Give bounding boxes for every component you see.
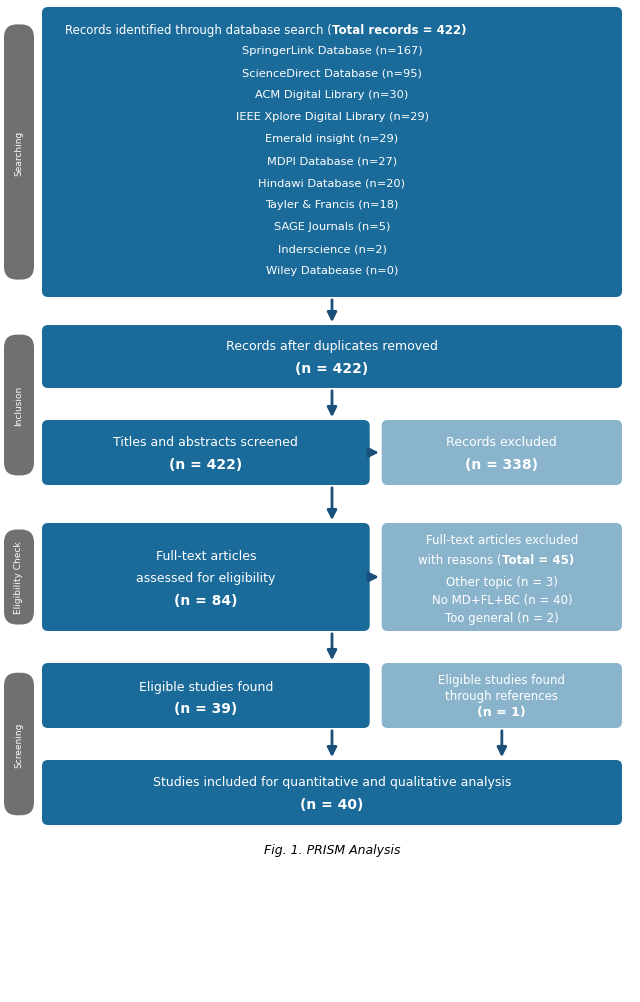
Text: SAGE Journals (n=5): SAGE Journals (n=5) xyxy=(274,221,390,231)
Text: Titles and abstracts screened: Titles and abstracts screened xyxy=(113,436,298,449)
Text: Inclusion: Inclusion xyxy=(15,386,24,426)
Text: SpringerLink Database (n=167): SpringerLink Database (n=167) xyxy=(242,46,422,56)
Text: Tayler & Francis (n=18): Tayler & Francis (n=18) xyxy=(266,199,399,209)
Text: Other topic (n = 3): Other topic (n = 3) xyxy=(446,575,558,588)
FancyBboxPatch shape xyxy=(42,761,622,826)
Text: Inderscience (n=2): Inderscience (n=2) xyxy=(278,243,387,254)
Text: through references: through references xyxy=(445,689,558,702)
Text: Full-text articles: Full-text articles xyxy=(156,549,256,562)
Text: (n = 422): (n = 422) xyxy=(296,362,369,376)
FancyBboxPatch shape xyxy=(381,421,622,486)
Text: Too general (n = 2): Too general (n = 2) xyxy=(445,611,559,624)
Text: Eligible studies found: Eligible studies found xyxy=(438,673,565,686)
Text: ScienceDirect Database (n=95): ScienceDirect Database (n=95) xyxy=(242,68,422,78)
Text: ACM Digital Library (n=30): ACM Digital Library (n=30) xyxy=(255,90,408,100)
Text: (n = 422): (n = 422) xyxy=(169,458,243,472)
Text: (n = 338): (n = 338) xyxy=(465,458,538,472)
FancyBboxPatch shape xyxy=(381,523,622,631)
Text: Eligibility Check: Eligibility Check xyxy=(15,541,24,613)
FancyBboxPatch shape xyxy=(42,8,622,298)
FancyBboxPatch shape xyxy=(42,663,370,728)
Text: (n = 84): (n = 84) xyxy=(174,593,237,607)
FancyBboxPatch shape xyxy=(381,663,622,728)
FancyBboxPatch shape xyxy=(4,530,34,625)
FancyBboxPatch shape xyxy=(4,673,34,816)
FancyBboxPatch shape xyxy=(42,523,370,631)
Text: (n = 40): (n = 40) xyxy=(300,798,364,812)
FancyBboxPatch shape xyxy=(4,336,34,476)
Text: Fig. 1. PRISM Analysis: Fig. 1. PRISM Analysis xyxy=(264,843,400,856)
Text: MDPI Database (n=27): MDPI Database (n=27) xyxy=(267,156,397,166)
Text: assessed for eligibility: assessed for eligibility xyxy=(136,571,276,584)
FancyBboxPatch shape xyxy=(42,421,370,486)
Text: Records excluded: Records excluded xyxy=(447,436,557,449)
Text: Wiley Databease (n=0): Wiley Databease (n=0) xyxy=(266,266,398,276)
Text: Total records = 422): Total records = 422) xyxy=(332,24,467,37)
Text: Hindawi Database (n=20): Hindawi Database (n=20) xyxy=(259,177,406,187)
Text: (n = 39): (n = 39) xyxy=(174,701,237,715)
Text: IEEE Xplore Digital Library (n=29): IEEE Xplore Digital Library (n=29) xyxy=(236,112,429,122)
Text: Studies included for quantitative and qualitative analysis: Studies included for quantitative and qu… xyxy=(153,776,511,789)
Text: Emerald insight (n=29): Emerald insight (n=29) xyxy=(266,134,399,144)
Text: with reasons (: with reasons ( xyxy=(419,553,502,566)
Text: Records after duplicates removed: Records after duplicates removed xyxy=(226,340,438,353)
Text: (n = 1): (n = 1) xyxy=(477,705,526,718)
Text: Eligible studies found: Eligible studies found xyxy=(139,680,273,693)
Text: Full-text articles excluded: Full-text articles excluded xyxy=(426,533,578,546)
Text: Records identified through database search (: Records identified through database sear… xyxy=(65,24,332,37)
Text: Searching: Searching xyxy=(15,130,24,175)
FancyBboxPatch shape xyxy=(42,326,622,389)
Text: Total = 45): Total = 45) xyxy=(502,553,574,566)
Text: No MD+FL+BC (n = 40): No MD+FL+BC (n = 40) xyxy=(431,593,572,606)
Text: Screening: Screening xyxy=(15,721,24,767)
FancyBboxPatch shape xyxy=(4,25,34,281)
